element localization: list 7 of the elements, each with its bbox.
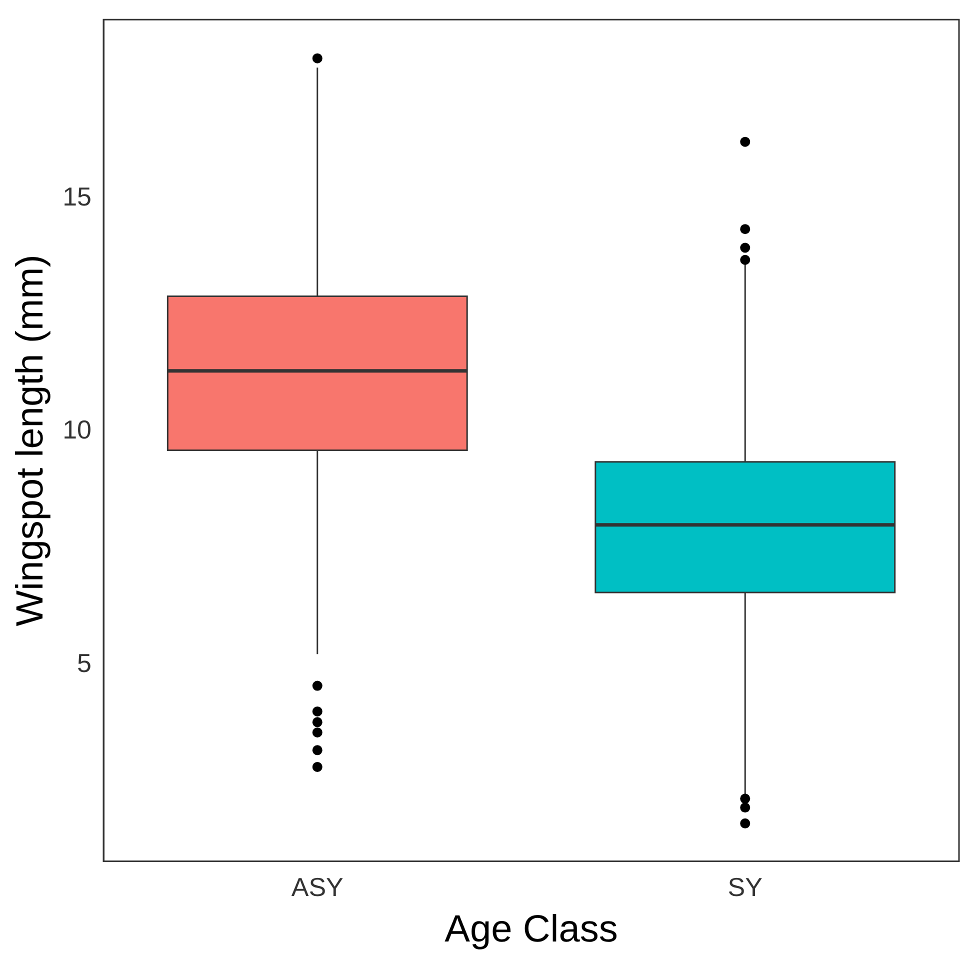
x-axis-title: Age Class <box>444 908 618 951</box>
y-tick-label: 10 <box>62 414 92 445</box>
x-tick-label: SY <box>728 872 762 902</box>
y-tick-label: 15 <box>62 181 92 212</box>
x-tick-label: ASY <box>291 872 344 902</box>
y-axis-title: Wingspot length (mm) <box>9 254 52 626</box>
y-tick-label: 5 <box>77 648 92 678</box>
